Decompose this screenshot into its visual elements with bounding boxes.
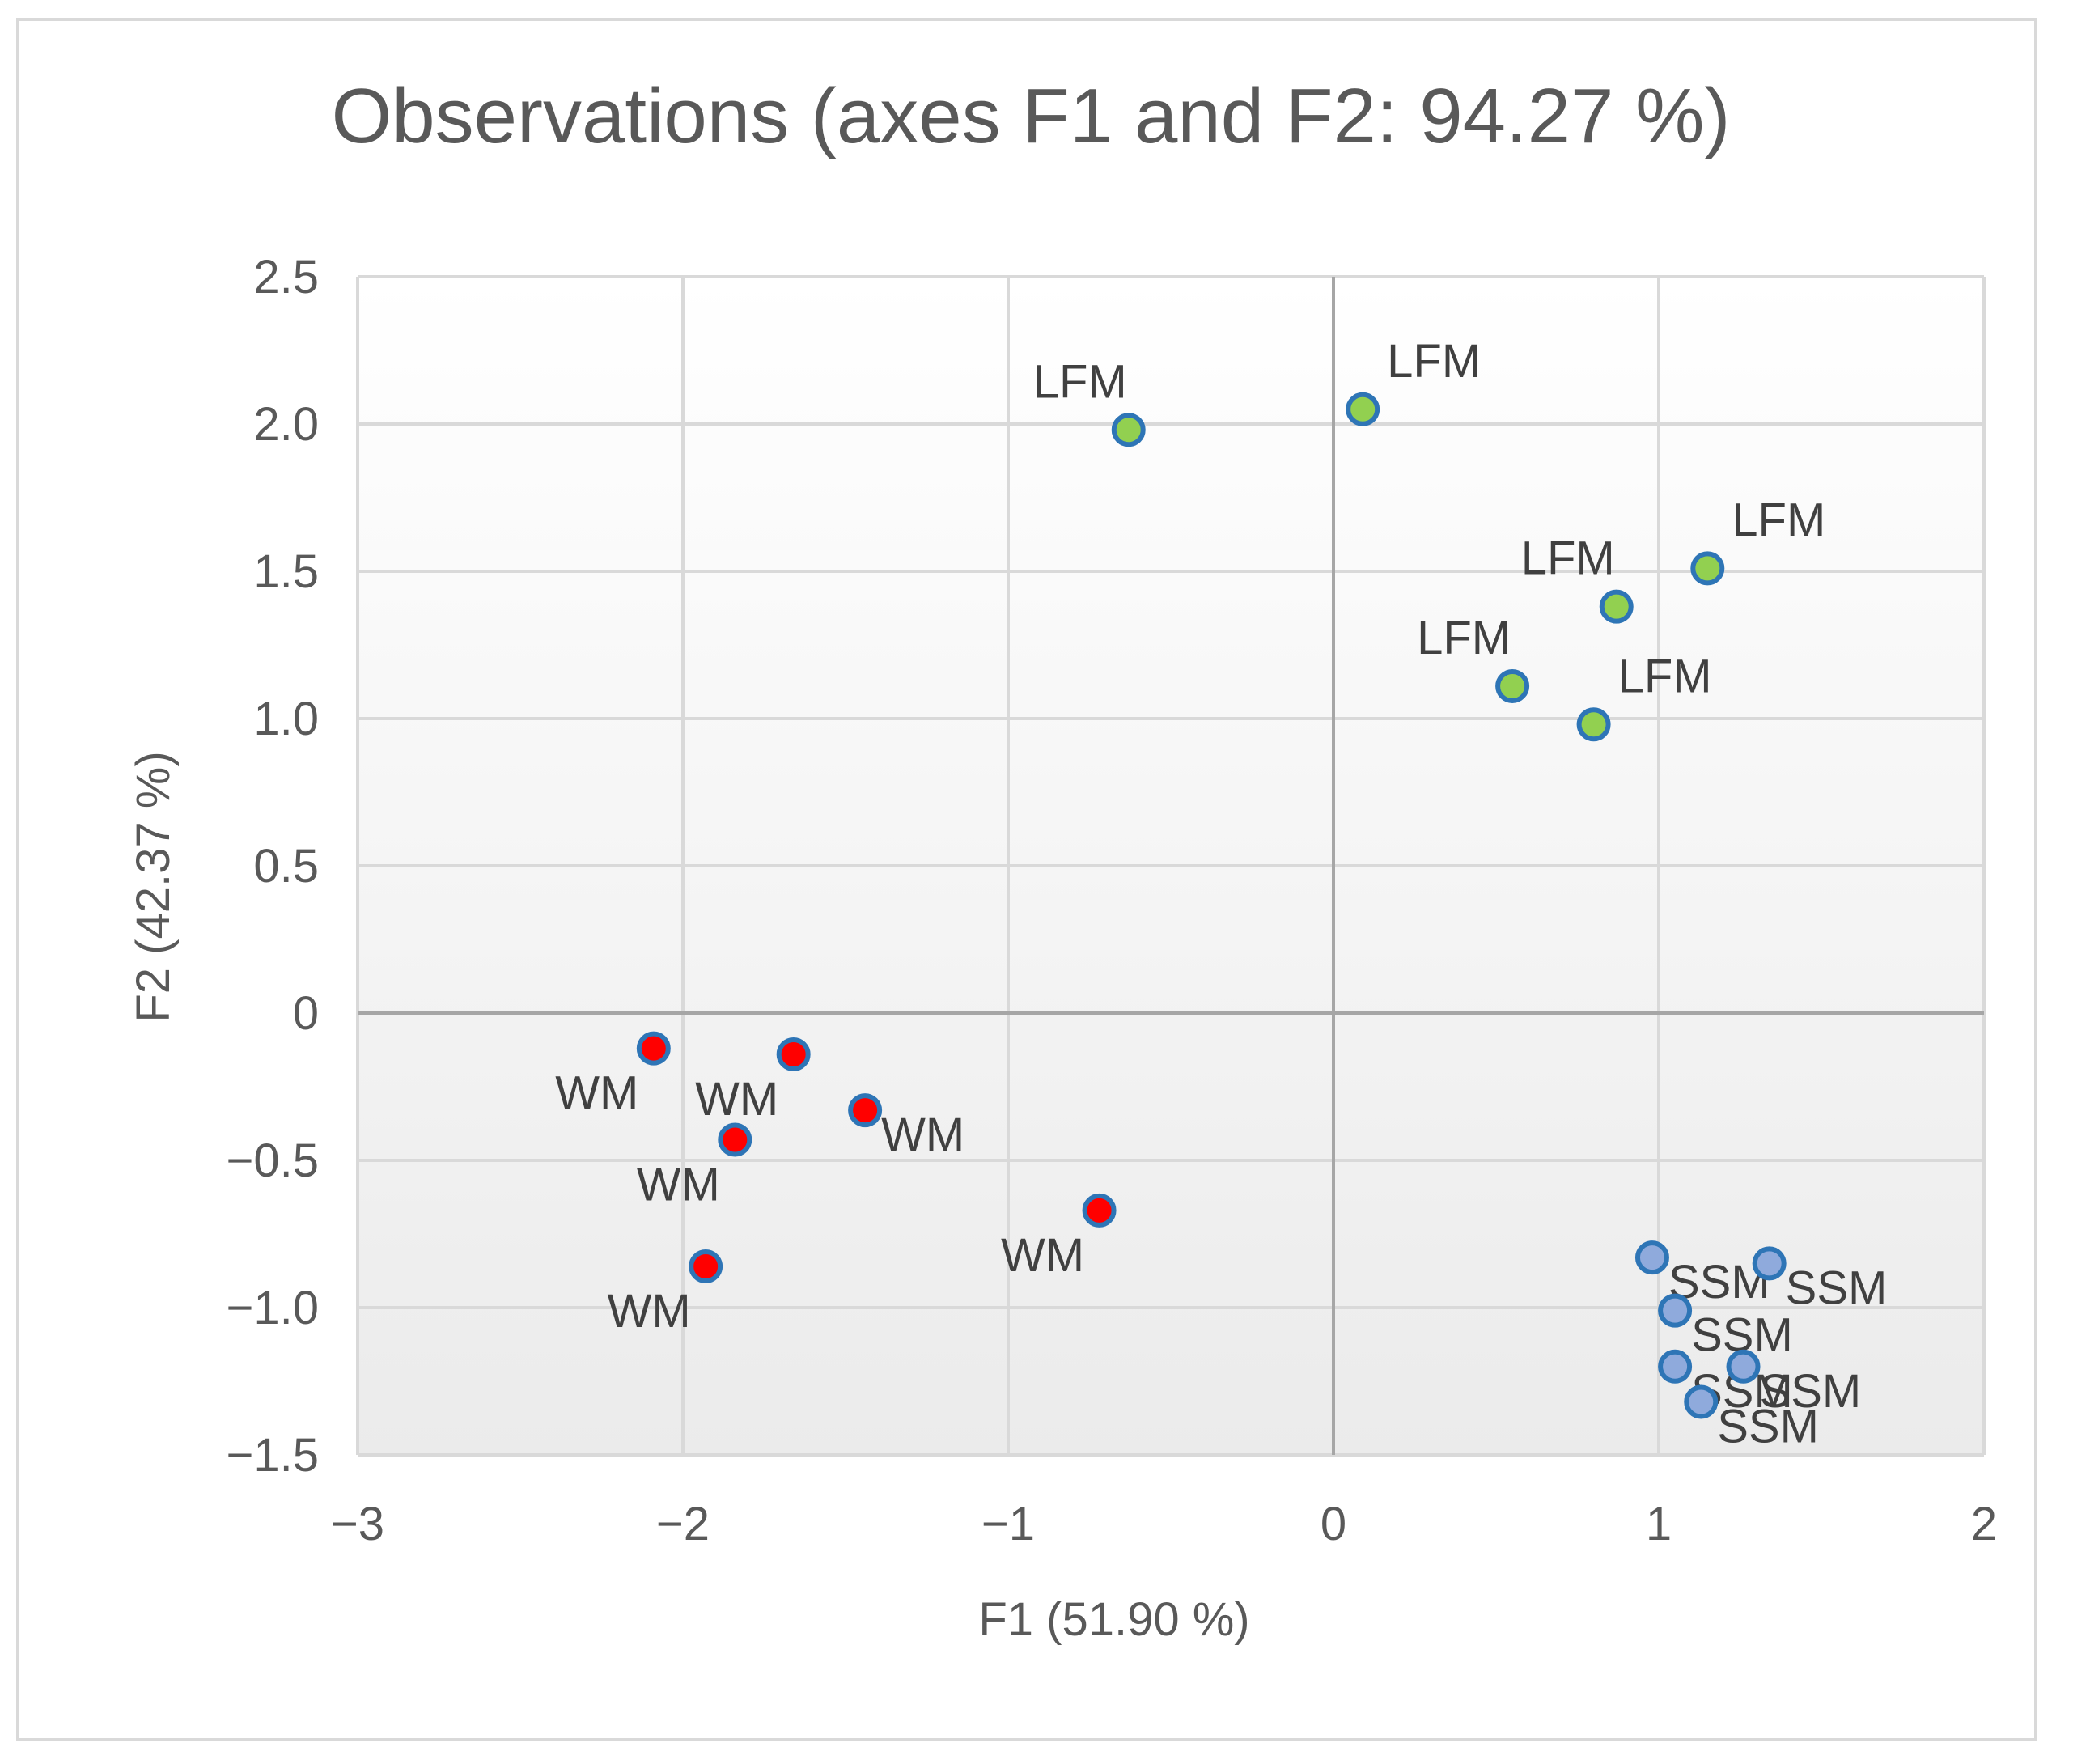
point-lfm — [1346, 392, 1380, 426]
y-tick-label: −0.5 — [227, 1134, 320, 1187]
point-ssm — [1752, 1246, 1787, 1281]
x-tick-label: 2 — [1971, 1498, 1997, 1550]
chart-frame: Observations (axes F1 and F2: 94.27 %) −… — [16, 18, 2037, 1741]
y-tick-label: 2.5 — [253, 251, 319, 303]
point-label-lfm: LFM — [1387, 335, 1481, 388]
point-lfm — [1690, 551, 1725, 586]
y-tick-label: 0 — [293, 987, 319, 1040]
point-label-ssm: SSM — [1717, 1400, 1819, 1452]
y-axis-title: F2 (42.37 %) — [127, 751, 180, 1022]
point-lfm — [1599, 589, 1634, 624]
point-wm — [718, 1122, 752, 1157]
point-ssm — [1634, 1240, 1669, 1275]
point-label-wm: WM — [555, 1067, 638, 1120]
point-label-lfm: LFM — [1618, 650, 1712, 702]
x-tick-label: −2 — [656, 1498, 710, 1550]
point-ssm — [1726, 1349, 1761, 1384]
point-ssm — [1658, 1293, 1693, 1328]
y-tick-label: 1.0 — [253, 693, 319, 745]
point-label-wm: WM — [637, 1159, 720, 1211]
point-wm — [848, 1093, 883, 1128]
y-tick-label: −1.0 — [227, 1282, 320, 1334]
plot-area: −3 −2 −1 0 1 2 2.5 2.0 1.5 1.0 0.5 0 −0.5 −1.0 −1.5 LFM… — [227, 251, 1998, 1550]
point-label-wm: WM — [608, 1285, 691, 1338]
y-tick-label: −1.5 — [227, 1429, 320, 1482]
point-wm — [689, 1249, 723, 1284]
point-lfm — [1576, 707, 1611, 742]
point-label-lfm: LFM — [1417, 612, 1511, 664]
x-tick-label: 1 — [1646, 1498, 1672, 1550]
point-ssm — [1684, 1384, 1719, 1419]
point-label-ssm: SSM — [1760, 1365, 1862, 1418]
x-axis-title: F1 (51.90 %) — [978, 1593, 1249, 1646]
point-label-wm: WM — [1001, 1229, 1084, 1282]
point-label-lfm: LFM — [1732, 494, 1825, 546]
x-tick-label: −1 — [981, 1498, 1035, 1550]
point-label-lfm: LFM — [1033, 355, 1127, 408]
y-tick-label: 1.5 — [253, 545, 319, 598]
point-wm — [776, 1037, 811, 1071]
point-lfm — [1495, 668, 1530, 703]
point-ssm — [1658, 1349, 1693, 1384]
y-tick-label: 0.5 — [253, 840, 319, 893]
chart-title: Observations (axes F1 and F2: 94.27 %) — [332, 73, 1731, 159]
x-tick-label: −3 — [331, 1498, 384, 1550]
point-lfm — [1111, 413, 1146, 447]
point-wm — [1082, 1193, 1117, 1228]
point-label-lfm: LFM — [1521, 532, 1615, 585]
point-label-ssm: SSM — [1786, 1262, 1888, 1314]
x-tick-label: 0 — [1321, 1498, 1346, 1550]
point-label-wm: WM — [881, 1109, 964, 1161]
scatter-chart: Observations (axes F1 and F2: 94.27 %) −… — [127, 73, 1998, 1646]
y-tick-label: 2.0 — [253, 398, 319, 451]
point-wm — [636, 1031, 671, 1066]
point-label-wm: WM — [695, 1073, 778, 1126]
